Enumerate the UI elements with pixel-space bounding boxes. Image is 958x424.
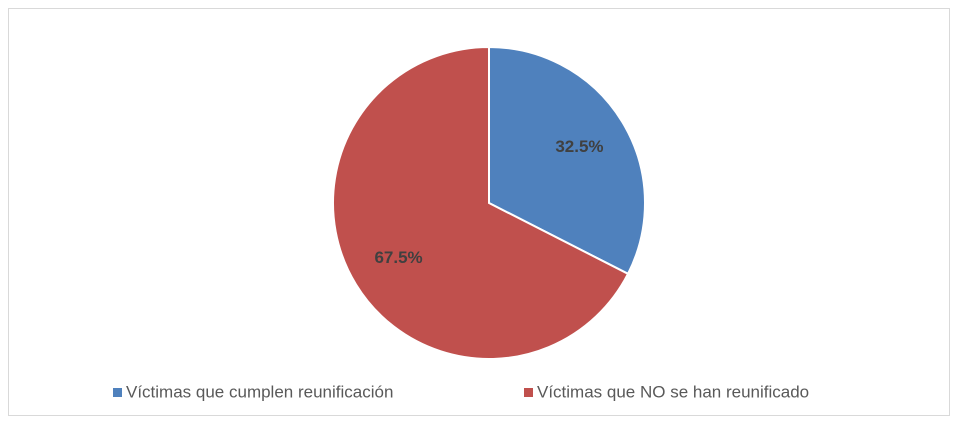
legend-label: Víctimas que NO se han reunificado (537, 382, 809, 401)
legend-swatch (113, 388, 122, 397)
data-label: 67.5% (374, 248, 422, 267)
pie-slice (488, 45, 646, 276)
data-label: 32.5% (555, 137, 603, 156)
legend-swatch (524, 388, 533, 397)
pie-slice (332, 45, 630, 360)
legend-label: Víctimas que cumplen reunificación (126, 382, 393, 401)
